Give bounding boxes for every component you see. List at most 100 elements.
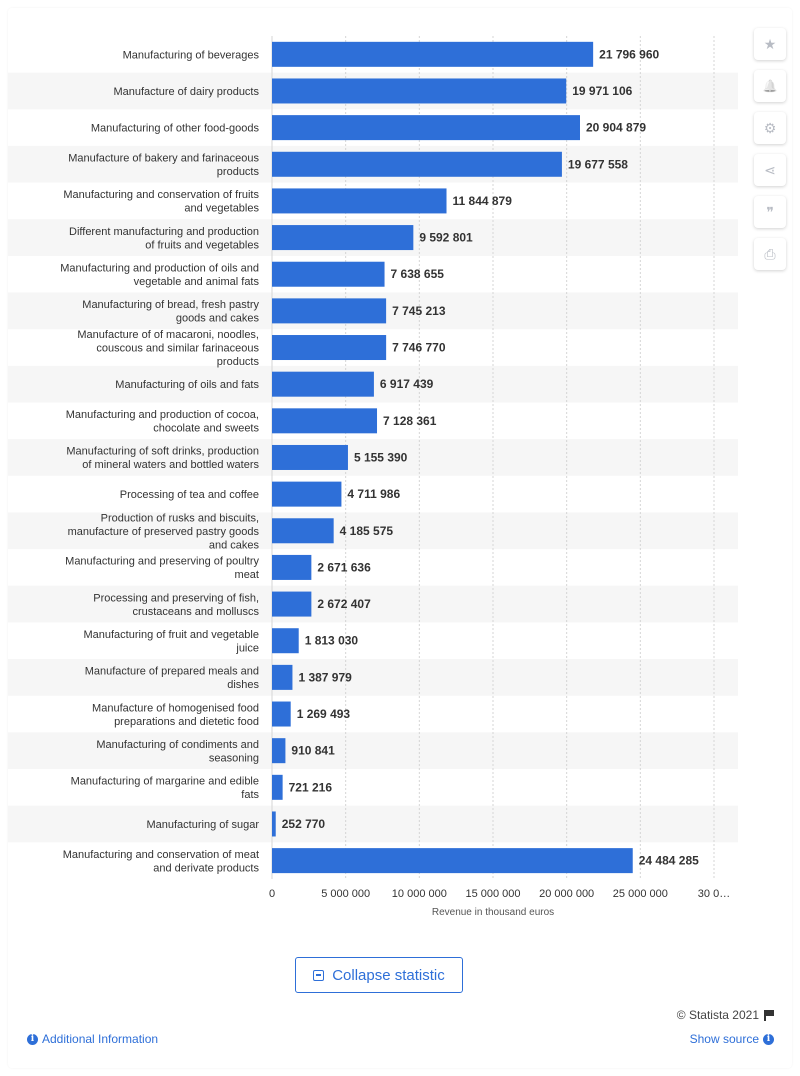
bar[interactable] bbox=[272, 225, 414, 251]
x-tick-label: 5 000 000 bbox=[321, 888, 370, 900]
quote-icon: ❞ bbox=[766, 203, 774, 220]
gear-icon: ⚙ bbox=[763, 119, 777, 136]
bar[interactable] bbox=[272, 261, 385, 287]
category-label: Manufacturing of sugar bbox=[146, 819, 259, 831]
value-label: 19 971 106 bbox=[572, 84, 632, 98]
row-band bbox=[8, 439, 738, 476]
category-label: Manufacturing and conservation of fruits… bbox=[63, 189, 259, 215]
value-label: 9 592 801 bbox=[419, 231, 473, 245]
row-band bbox=[8, 659, 738, 696]
value-label: 4 185 575 bbox=[340, 524, 394, 538]
value-label: 2 671 636 bbox=[317, 560, 371, 574]
bell-icon: 🔔 bbox=[762, 79, 778, 93]
bar[interactable] bbox=[272, 518, 334, 544]
value-label: 7 128 361 bbox=[383, 414, 437, 428]
bar[interactable] bbox=[272, 774, 283, 800]
value-label: 7 638 655 bbox=[391, 267, 445, 281]
value-label: 21 796 960 bbox=[599, 47, 659, 61]
share-icon: ⋖ bbox=[764, 161, 776, 178]
bar[interactable] bbox=[272, 408, 378, 434]
category-label: Manufacturing of oils and fats bbox=[115, 379, 259, 391]
collapse-statistic-label: Collapse statistic bbox=[332, 966, 445, 984]
bar[interactable] bbox=[272, 591, 312, 617]
bar[interactable] bbox=[272, 188, 447, 214]
statistic-card: 21 796 960 Manufacturing of beverages 19 9… bbox=[8, 8, 792, 1068]
favorite-button[interactable]: ★ bbox=[754, 28, 786, 60]
x-tick-label: 25 000 000 bbox=[613, 888, 668, 900]
value-label: 11 844 879 bbox=[453, 194, 513, 208]
category-label: Production of rusks and biscuits, manufac… bbox=[68, 512, 260, 551]
bar[interactable] bbox=[272, 151, 562, 177]
row-band bbox=[8, 732, 738, 769]
bar[interactable] bbox=[272, 335, 387, 361]
collapse-icon bbox=[313, 969, 325, 981]
value-label: 2 672 407 bbox=[317, 597, 371, 611]
star-icon: ★ bbox=[763, 35, 777, 52]
x-tick-label: 20 000 000 bbox=[539, 888, 594, 900]
value-label: 19 677 558 bbox=[568, 157, 628, 171]
bar[interactable] bbox=[272, 664, 293, 690]
value-label: 5 155 390 bbox=[354, 450, 408, 464]
additional-information-label: Additional Information bbox=[42, 1032, 159, 1046]
row-band bbox=[8, 585, 738, 623]
value-label: 24 484 285 bbox=[639, 854, 699, 868]
value-label: 1 813 030 bbox=[305, 634, 359, 648]
value-label: 910 841 bbox=[291, 744, 335, 758]
notification-button[interactable]: 🔔 bbox=[754, 70, 786, 102]
settings-button[interactable]: ⚙ bbox=[754, 112, 786, 144]
category-label: Manufacture of of macaroni, noodles, cous… bbox=[77, 329, 259, 368]
category-label: Manufacturing of margarine and edible fat… bbox=[71, 776, 260, 802]
flag-icon[interactable] bbox=[764, 1009, 774, 1021]
category-label: Manufacturing of soft drinks, production… bbox=[66, 446, 259, 472]
side-toolbar: ★ 🔔 ⚙ ⋖ ❞ ⎙ bbox=[754, 28, 788, 280]
bar[interactable] bbox=[272, 481, 342, 507]
x-tick-label: 15 000 000 bbox=[465, 888, 520, 900]
bar[interactable] bbox=[272, 738, 286, 764]
category-label: Manufacturing and conservation of meat an… bbox=[63, 849, 260, 875]
info-icon: i bbox=[27, 1033, 38, 1045]
category-label: Manufacture of prepared meals and dishes bbox=[85, 666, 260, 692]
category-label: Manufacturing and production of cocoa, ch… bbox=[66, 409, 260, 435]
value-label: 7 745 213 bbox=[392, 304, 446, 318]
bar[interactable] bbox=[272, 811, 276, 837]
category-label: Manufacturing and preserving of poultry m… bbox=[65, 556, 259, 582]
bar[interactable] bbox=[272, 78, 567, 104]
bar[interactable] bbox=[272, 41, 594, 67]
category-label: Manufacturing and production of oils and… bbox=[60, 262, 259, 288]
value-label: 6 917 439 bbox=[380, 377, 434, 391]
share-button[interactable]: ⋖ bbox=[754, 154, 786, 186]
x-tick-label: 0 bbox=[269, 888, 275, 900]
category-label: Manufacturing of condiments and seasoning bbox=[96, 739, 259, 765]
collapse-statistic-button[interactable]: Collapse statistic bbox=[295, 957, 463, 993]
row-band bbox=[8, 805, 738, 843]
category-label: Manufacture of dairy products bbox=[113, 86, 259, 98]
value-label: 721 216 bbox=[289, 780, 333, 794]
cite-button[interactable]: ❞ bbox=[754, 196, 786, 228]
category-label: Manufacture of bakery and farinaceous pro… bbox=[68, 153, 259, 179]
row-band bbox=[8, 512, 738, 550]
print-icon: ⎙ bbox=[764, 245, 776, 262]
category-label: Manufacturing of bread, fresh pastry good… bbox=[82, 299, 259, 325]
bar[interactable] bbox=[272, 115, 580, 141]
bar[interactable] bbox=[272, 848, 633, 874]
additional-information-link[interactable]: i Additional Information bbox=[27, 1032, 158, 1046]
bar[interactable] bbox=[272, 701, 291, 727]
x-tick-label: 30 0… bbox=[698, 888, 730, 900]
value-label: 4 711 986 bbox=[347, 487, 400, 501]
bar[interactable] bbox=[272, 554, 312, 580]
bar[interactable] bbox=[272, 628, 299, 654]
copyright-text: © Statista 2021 bbox=[676, 1008, 759, 1022]
print-button[interactable]: ⎙ bbox=[754, 238, 786, 270]
category-label: Processing of tea and coffee bbox=[120, 489, 259, 501]
category-label: Manufacture of homogenised food preparati… bbox=[92, 702, 259, 728]
value-label: 1 387 979 bbox=[298, 670, 352, 684]
show-source-link[interactable]: Show source i bbox=[690, 1032, 774, 1046]
bar[interactable] bbox=[272, 444, 348, 470]
bar[interactable] bbox=[272, 371, 374, 397]
category-label: Processing and preserving of fish, crusta… bbox=[93, 592, 259, 618]
value-label: 7 746 770 bbox=[392, 341, 446, 355]
info-icon: i bbox=[763, 1033, 774, 1045]
bar[interactable] bbox=[272, 298, 387, 324]
category-label: Manufacturing of beverages bbox=[123, 49, 260, 61]
show-source-label: Show source bbox=[689, 1032, 759, 1046]
